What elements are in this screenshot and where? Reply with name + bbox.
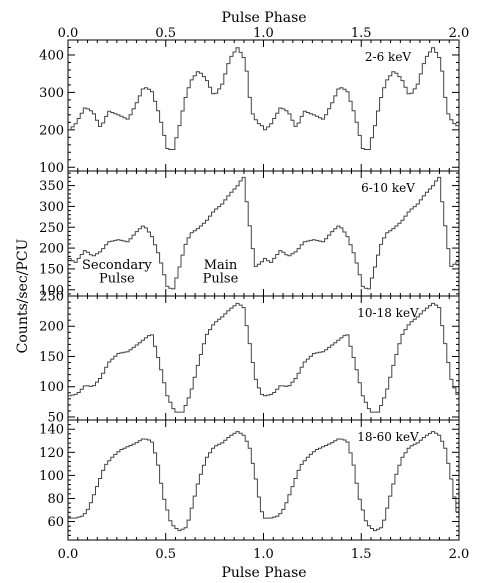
annotation-text: Pulse	[99, 272, 135, 287]
y-tick-label: 400	[39, 48, 64, 63]
y-tick-label: 350	[39, 179, 64, 194]
annotation-text: Main	[204, 258, 238, 273]
bottom-x-tick-label: 0.5	[155, 547, 176, 562]
bottom-x-tick-label: 2.0	[449, 547, 470, 562]
bottom-axis-title: Pulse Phase	[221, 565, 306, 581]
bottom-x-tick-label: 1.0	[253, 547, 274, 562]
y-tick-label: 50	[47, 410, 64, 425]
annotation-text: Pulse	[203, 272, 239, 287]
y-tick-label: 200	[39, 320, 64, 335]
top-axis-title: Pulse Phase	[221, 10, 306, 26]
y-tick-label: 150	[39, 262, 64, 277]
y-tick-label: 60	[47, 515, 64, 530]
y-tick-label: 250	[39, 221, 64, 236]
plot-area: 0.0 0.0 0.5 0.5 1.0 1.0 1.5 1.5 2.0 2.0 100 200 300 4…	[39, 26, 469, 562]
y-tick-label: 100	[39, 469, 64, 484]
energy-band-label: 18-60 keV	[357, 430, 419, 444]
top-x-tick-label: 2.0	[449, 26, 470, 41]
top-x-tick-label: 0.0	[58, 26, 79, 41]
energy-band-label: 10-18 keV	[357, 306, 419, 320]
y-tick-label: 200	[39, 242, 64, 257]
y-tick-label: 100	[39, 161, 64, 176]
y-axis-title: Counts/sec/PCU	[15, 238, 31, 353]
bottom-x-tick-label: 1.5	[351, 547, 372, 562]
top-x-tick-label: 1.5	[351, 26, 372, 41]
bottom-x-tick-label: 0.0	[58, 547, 79, 562]
top-x-tick-label: 1.0	[253, 26, 274, 41]
series-line	[68, 176, 459, 290]
y-tick-label: 100	[39, 380, 64, 395]
energy-band-label: 6-10 keV	[361, 181, 415, 195]
y-tick-label: 140	[39, 423, 64, 438]
y-tick-label: 300	[39, 200, 64, 215]
series-line	[68, 302, 459, 413]
series-line	[68, 47, 459, 150]
y-tick-label: 300	[39, 86, 64, 101]
y-tick-label: 250	[39, 290, 64, 305]
y-tick-label: 100	[39, 283, 64, 298]
y-tick-label: 120	[39, 446, 64, 461]
annotation-text: Secondary	[82, 258, 152, 273]
energy-band-label: 2-6 keV	[365, 50, 412, 64]
y-tick-label: 150	[39, 350, 64, 365]
series-line	[68, 431, 459, 532]
y-tick-label: 200	[39, 123, 64, 138]
y-tick-label: 80	[47, 492, 64, 507]
top-x-tick-label: 0.5	[155, 26, 176, 41]
